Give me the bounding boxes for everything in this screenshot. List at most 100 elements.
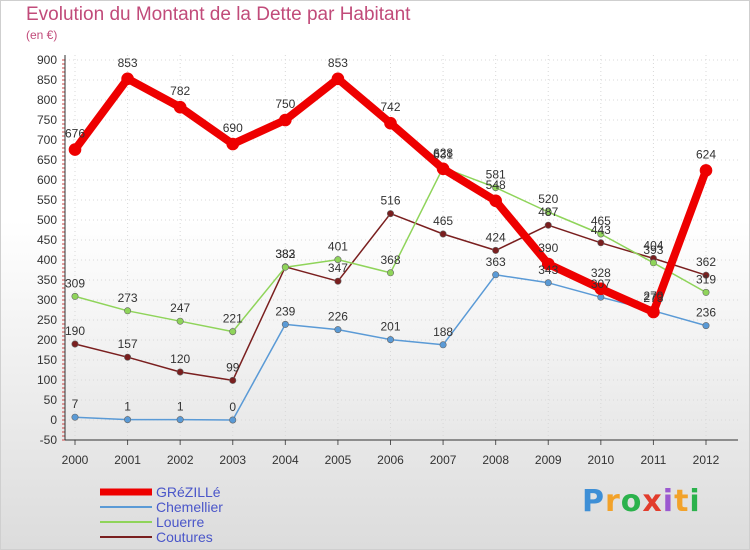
data-label: 0 [229, 400, 236, 414]
data-label: 628 [433, 146, 453, 160]
y-tick-label: 500 [37, 213, 57, 227]
series-point [544, 208, 552, 216]
data-label: 120 [170, 352, 190, 366]
data-label: 742 [380, 100, 400, 114]
y-tick-label: 600 [37, 173, 57, 187]
x-tick-label: 2007 [430, 453, 457, 467]
x-tick-label: 2004 [272, 453, 299, 467]
data-label: 190 [65, 324, 85, 338]
data-label: 368 [380, 253, 400, 267]
series-point [386, 210, 394, 218]
data-label: 239 [275, 304, 295, 318]
data-label: 631 [433, 148, 453, 162]
series-point [597, 230, 605, 238]
series-point [229, 376, 237, 384]
data-label: 676 [65, 127, 85, 141]
series-point [71, 413, 79, 421]
series-point [597, 239, 605, 247]
data-label: 581 [486, 168, 506, 182]
data-label: 309 [65, 276, 85, 290]
x-tick-label: 2002 [167, 453, 194, 467]
data-label: 319 [696, 272, 716, 286]
grid-lines [65, 55, 738, 441]
chart-subtitle: (en €) [26, 28, 58, 42]
data-label: 201 [380, 320, 400, 334]
series-point [229, 328, 237, 336]
data-label: 624 [696, 147, 716, 161]
data-label: 465 [433, 214, 453, 228]
y-tick-label: -50 [40, 433, 58, 447]
x-tick-label: 2011 [641, 453, 667, 467]
logo-letter: P [582, 484, 605, 519]
series-point [699, 164, 713, 177]
series-point [386, 269, 394, 277]
x-tick-label: 2010 [587, 453, 614, 467]
legend-entry: Louerre [156, 514, 204, 530]
series-point [226, 137, 240, 151]
series-point [594, 282, 608, 296]
logo-letter: t [674, 484, 690, 519]
series-point [124, 353, 132, 361]
series-point [649, 259, 657, 267]
data-label: 226 [328, 310, 348, 324]
series-point [439, 230, 447, 238]
data-label: 347 [328, 261, 348, 275]
series-group [68, 72, 713, 424]
data-label: 782 [170, 84, 190, 98]
proxiti-logo: Proxiti [582, 484, 701, 519]
y-tick-label: 300 [37, 293, 57, 307]
x-tick-label: 2008 [482, 453, 509, 467]
x-tick-label: 2005 [325, 453, 352, 467]
data-label: 307 [591, 277, 611, 291]
x-tick-label: 2012 [693, 453, 720, 467]
y-tick-label: 50 [44, 393, 58, 407]
series-point [647, 305, 660, 319]
data-labels: 676 853 782 690 750 853 742 628 548 390 328 270 624 7… [65, 56, 716, 414]
series-point [124, 307, 132, 315]
data-label: 393 [643, 243, 663, 257]
series-point [334, 326, 342, 334]
legend-entry: Chemellier [156, 499, 223, 515]
data-label: 465 [591, 214, 611, 228]
axes [62, 55, 738, 445]
y-tick-label: 650 [37, 153, 57, 167]
data-label: 424 [486, 230, 506, 244]
series-point [492, 184, 500, 192]
data-label: 383 [275, 247, 295, 261]
data-label: 548 [486, 178, 506, 192]
data-label: 487 [538, 205, 558, 219]
series-point [492, 246, 500, 254]
logo-letter: o [620, 484, 643, 519]
series-point [279, 113, 292, 127]
series-point [436, 162, 450, 176]
data-label: 390 [538, 241, 558, 255]
x-tick-label: 2000 [62, 453, 89, 467]
data-label: 99 [226, 360, 240, 374]
data-label: 690 [223, 121, 243, 135]
data-label: 1 [177, 400, 184, 414]
y-tick-label: 900 [37, 53, 57, 67]
y-tick-label: 750 [37, 113, 57, 127]
y-tick-label: 700 [37, 133, 57, 147]
y-tick-label: 150 [37, 353, 57, 367]
series-point [121, 72, 134, 86]
data-label: 382 [275, 247, 295, 261]
series-point [386, 336, 394, 344]
logo-letter: i [689, 484, 701, 519]
y-tick-label: 400 [37, 253, 57, 267]
data-label: 188 [433, 325, 453, 339]
series-point [702, 322, 710, 330]
data-label: 7 [72, 397, 79, 411]
legend-entry: Coutures [156, 529, 213, 545]
series-point [173, 100, 187, 114]
y-tick-label: 550 [37, 193, 57, 207]
series-point [702, 271, 710, 279]
series-point [489, 194, 502, 208]
y-tick-label: 100 [37, 373, 57, 387]
x-tick-label: 2003 [219, 453, 246, 467]
series-point [281, 263, 289, 271]
data-label: 362 [696, 255, 716, 269]
